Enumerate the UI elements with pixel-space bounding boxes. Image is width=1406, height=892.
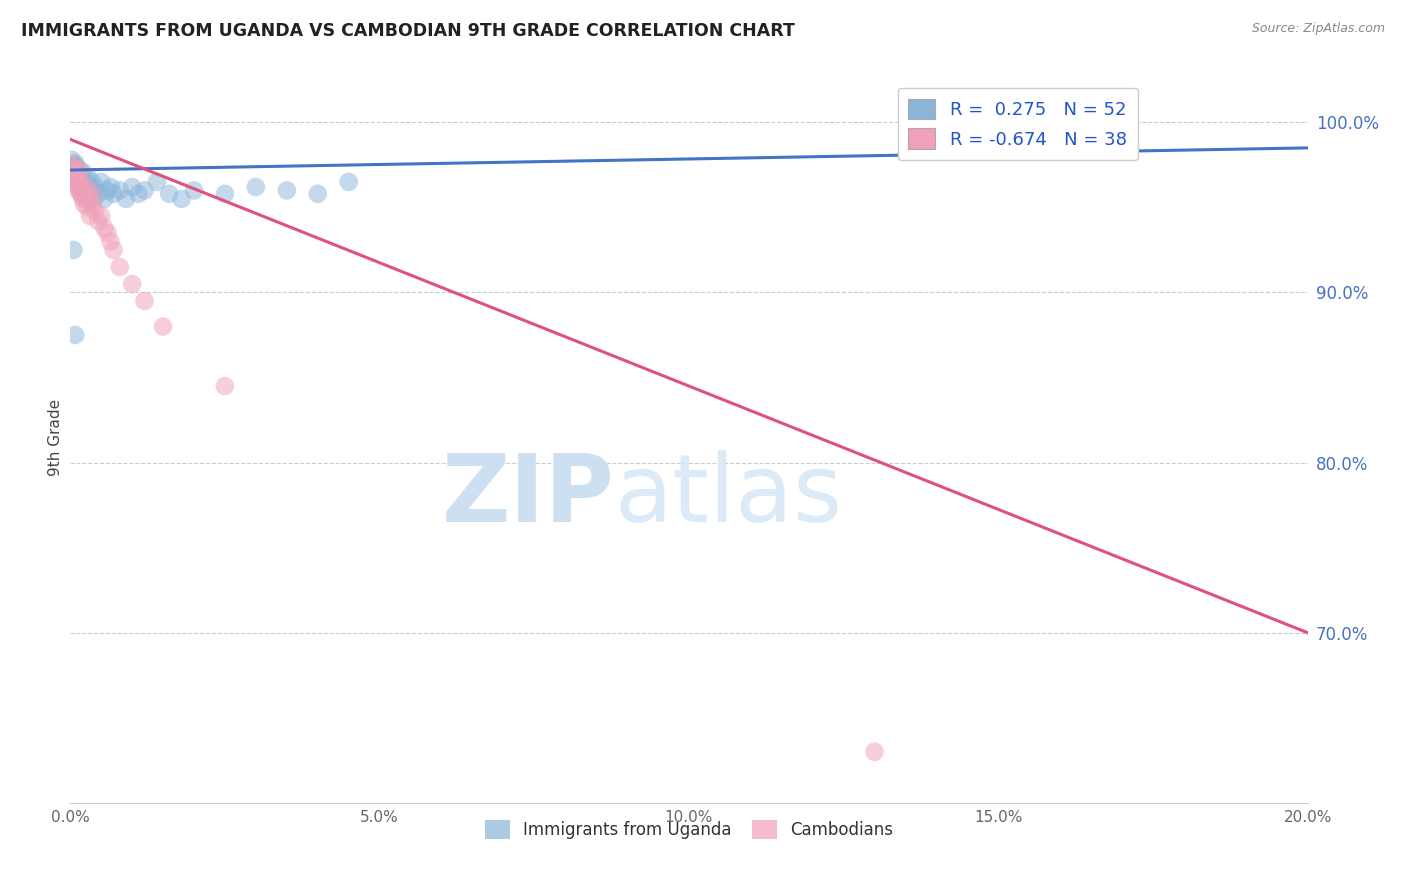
Point bbox=[65, 165, 87, 179]
Point bbox=[75, 192, 97, 206]
Point bbox=[121, 180, 143, 194]
Point bbox=[79, 186, 101, 201]
Point bbox=[214, 186, 236, 201]
Point bbox=[80, 186, 103, 201]
Point bbox=[152, 319, 174, 334]
Point bbox=[65, 163, 87, 178]
Legend: Immigrants from Uganda, Cambodians: Immigrants from Uganda, Cambodians bbox=[478, 814, 900, 846]
Point bbox=[65, 175, 87, 189]
Point bbox=[67, 169, 90, 184]
Point bbox=[75, 186, 97, 201]
Point bbox=[93, 220, 115, 235]
Point bbox=[183, 183, 205, 197]
Point bbox=[134, 183, 156, 197]
Point bbox=[307, 186, 329, 201]
Point bbox=[62, 166, 84, 180]
Point bbox=[77, 180, 100, 194]
Point bbox=[65, 175, 87, 189]
Point bbox=[63, 169, 86, 184]
Point bbox=[87, 214, 110, 228]
Point bbox=[66, 169, 89, 184]
Point bbox=[62, 163, 84, 178]
Point bbox=[65, 166, 87, 180]
Point bbox=[90, 175, 112, 189]
Point bbox=[67, 183, 90, 197]
Point bbox=[170, 192, 193, 206]
Point bbox=[69, 175, 91, 189]
Point bbox=[103, 186, 125, 201]
Point bbox=[245, 180, 267, 194]
Point bbox=[62, 166, 84, 180]
Point bbox=[115, 192, 138, 206]
Point bbox=[72, 178, 94, 193]
Point bbox=[75, 180, 97, 194]
Text: Source: ZipAtlas.com: Source: ZipAtlas.com bbox=[1251, 22, 1385, 36]
Point bbox=[75, 175, 97, 189]
Point bbox=[63, 165, 86, 179]
Text: ZIP: ZIP bbox=[441, 450, 614, 541]
Point bbox=[134, 293, 156, 308]
Point bbox=[157, 186, 180, 201]
Point bbox=[90, 209, 112, 223]
Point bbox=[65, 180, 87, 194]
Point bbox=[69, 180, 91, 194]
Point bbox=[108, 260, 131, 274]
Point bbox=[100, 235, 122, 249]
Point bbox=[108, 183, 131, 197]
Point bbox=[69, 163, 91, 178]
Point bbox=[65, 160, 87, 174]
Text: atlas: atlas bbox=[614, 450, 844, 541]
Y-axis label: 9th Grade: 9th Grade bbox=[48, 399, 63, 475]
Point bbox=[337, 175, 360, 189]
Point bbox=[72, 183, 94, 197]
Point bbox=[65, 168, 87, 182]
Point bbox=[69, 186, 91, 201]
Point bbox=[77, 192, 100, 206]
Text: IMMIGRANTS FROM UGANDA VS CAMBODIAN 9TH GRADE CORRELATION CHART: IMMIGRANTS FROM UGANDA VS CAMBODIAN 9TH … bbox=[21, 22, 794, 40]
Point bbox=[93, 192, 115, 206]
Point bbox=[146, 175, 169, 189]
Point bbox=[76, 169, 98, 184]
Point bbox=[84, 180, 107, 194]
Point bbox=[60, 161, 83, 176]
Point bbox=[80, 175, 103, 189]
Point bbox=[83, 192, 105, 206]
Point bbox=[121, 277, 143, 291]
Point bbox=[863, 745, 886, 759]
Point bbox=[60, 153, 83, 167]
Point bbox=[70, 186, 93, 201]
Point bbox=[87, 186, 110, 201]
Point bbox=[69, 166, 91, 180]
Point bbox=[72, 192, 94, 206]
Point bbox=[69, 175, 91, 189]
Point bbox=[62, 243, 84, 257]
Point bbox=[66, 178, 89, 193]
Point bbox=[80, 197, 103, 211]
Point bbox=[103, 243, 125, 257]
Point bbox=[72, 165, 94, 179]
Point bbox=[76, 201, 98, 215]
Point bbox=[65, 328, 87, 343]
Point bbox=[65, 156, 87, 170]
Point bbox=[62, 163, 84, 178]
Point bbox=[214, 379, 236, 393]
Point bbox=[80, 183, 103, 197]
Point bbox=[63, 161, 86, 176]
Point bbox=[96, 183, 118, 197]
Point bbox=[73, 183, 96, 197]
Point bbox=[96, 226, 118, 240]
Point bbox=[100, 180, 122, 194]
Point bbox=[62, 158, 84, 172]
Point bbox=[276, 183, 298, 197]
Point bbox=[73, 197, 96, 211]
Point bbox=[63, 169, 86, 184]
Point bbox=[60, 158, 83, 172]
Point bbox=[84, 203, 107, 218]
Point bbox=[79, 209, 101, 223]
Point bbox=[70, 180, 93, 194]
Point bbox=[127, 186, 149, 201]
